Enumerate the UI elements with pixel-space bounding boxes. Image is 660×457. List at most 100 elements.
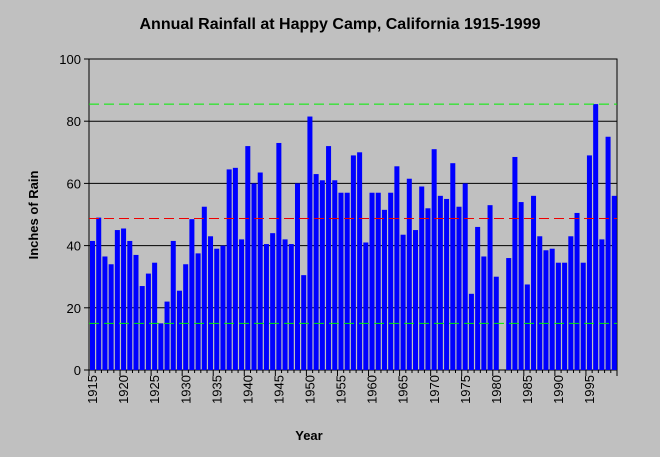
bar xyxy=(220,245,226,370)
x-axis-title: Year xyxy=(295,428,322,443)
bar xyxy=(170,240,176,370)
bar xyxy=(245,146,251,370)
bar xyxy=(580,262,586,370)
y-tick-label: 40 xyxy=(67,239,81,254)
bar xyxy=(288,244,294,370)
x-tick-label: 1995 xyxy=(582,375,597,404)
bar xyxy=(294,183,300,370)
bar xyxy=(239,239,245,370)
bar xyxy=(139,286,145,370)
x-tick-label: 1975 xyxy=(458,375,473,404)
bar xyxy=(456,206,462,370)
chart-title: Annual Rainfall at Happy Camp, Californi… xyxy=(139,16,540,33)
x-tick-label: 1915 xyxy=(85,375,100,404)
x-tick-label: 1980 xyxy=(489,375,504,404)
bar xyxy=(158,323,164,370)
bar xyxy=(431,149,437,370)
bar xyxy=(468,293,474,370)
bar xyxy=(512,156,518,370)
y-axis-title: Inches of Rain xyxy=(26,171,41,260)
y-tick-label: 80 xyxy=(67,114,81,129)
bar xyxy=(164,301,170,370)
bar xyxy=(425,208,431,370)
bar xyxy=(437,195,443,370)
bar xyxy=(555,262,561,370)
bar xyxy=(208,236,214,370)
bar xyxy=(102,256,108,370)
bar xyxy=(145,273,151,370)
x-tick-label: 1950 xyxy=(303,375,318,404)
bar xyxy=(127,240,133,370)
bar xyxy=(481,256,487,370)
bar xyxy=(537,236,543,370)
x-tick-label: 1965 xyxy=(396,375,411,404)
bar xyxy=(444,198,450,370)
bar xyxy=(214,248,220,370)
y-tick-label: 0 xyxy=(74,363,81,378)
bar xyxy=(375,192,381,370)
bar xyxy=(562,262,568,370)
bar xyxy=(369,192,375,370)
x-tick-label: 1970 xyxy=(427,375,442,404)
x-tick-label: 1960 xyxy=(365,375,380,404)
x-tick-label: 1930 xyxy=(178,375,193,404)
bar xyxy=(319,180,325,370)
bar xyxy=(388,192,394,370)
bar xyxy=(611,195,617,370)
x-tick-label: 1925 xyxy=(147,375,162,404)
x-axis-ticks: 1915 1920 1925 1930 1935 1940 1945 1950 1955 1960… xyxy=(85,370,618,404)
bar xyxy=(133,254,139,370)
bar xyxy=(263,244,269,370)
x-tick-label: 1955 xyxy=(334,375,349,404)
bar xyxy=(406,178,412,370)
y-tick-label: 100 xyxy=(59,52,81,67)
bar xyxy=(344,192,350,370)
y-tick-label: 60 xyxy=(67,176,81,191)
bar xyxy=(357,152,363,370)
bar xyxy=(251,183,257,370)
bar xyxy=(524,284,530,370)
bar xyxy=(518,202,524,370)
bar xyxy=(475,226,481,370)
bar xyxy=(152,262,158,370)
x-tick-label: 1990 xyxy=(551,375,566,404)
bar xyxy=(226,169,232,370)
bar xyxy=(201,206,207,370)
bar xyxy=(381,209,387,370)
bar-series xyxy=(90,104,617,370)
bar xyxy=(419,186,425,370)
bar xyxy=(586,155,592,370)
bar xyxy=(574,212,580,370)
bar xyxy=(307,116,313,370)
bar xyxy=(599,239,605,370)
bar xyxy=(183,264,189,370)
bar xyxy=(326,146,332,370)
bar xyxy=(257,172,263,370)
x-tick-label: 1945 xyxy=(271,375,286,404)
reference-lines xyxy=(89,103,617,324)
bar xyxy=(232,167,238,370)
bar xyxy=(506,258,512,370)
bar xyxy=(531,195,537,370)
bar xyxy=(313,174,319,370)
bar xyxy=(605,136,611,370)
bar xyxy=(195,253,201,370)
y-axis-ticks: 0 20 40 60 80 100 xyxy=(59,52,89,378)
y-tick-label: 20 xyxy=(67,301,81,316)
bar xyxy=(450,163,456,370)
bar xyxy=(332,180,338,370)
bar xyxy=(282,239,288,370)
bar xyxy=(270,233,276,370)
bar xyxy=(350,155,356,370)
bar xyxy=(400,234,406,370)
bar xyxy=(276,142,282,370)
bar xyxy=(108,264,114,370)
bar xyxy=(568,236,574,370)
bar xyxy=(338,192,344,370)
x-tick-label: 1985 xyxy=(520,375,535,404)
bar xyxy=(176,290,182,370)
bar xyxy=(413,230,419,370)
bar xyxy=(301,275,307,370)
bar xyxy=(543,250,549,370)
